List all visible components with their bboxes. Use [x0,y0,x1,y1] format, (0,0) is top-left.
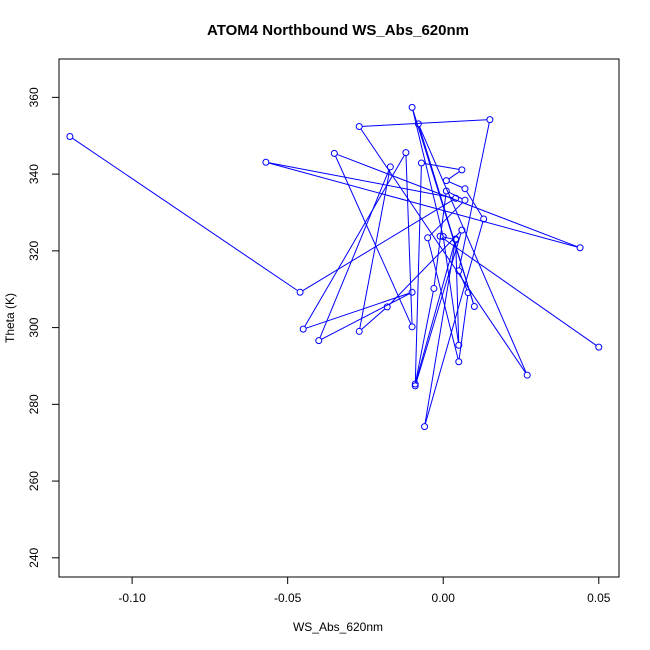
data-point [408,288,416,296]
x-axis-label: WS_Abs_620nm [293,620,383,634]
y-tick-label: 360 [27,87,41,107]
data-point [461,185,469,193]
series-segment [458,122,490,268]
data-point [458,166,466,174]
data-point [299,325,307,333]
series-segment [424,221,484,424]
series-segment [359,169,391,329]
y-axis: 240 260 280 300 320 340 360 [27,87,59,568]
y-tick-label: 340 [27,164,41,184]
data-point [470,302,478,310]
series-points [66,103,603,431]
data-point [421,423,429,431]
data-point [417,159,425,167]
data-point [480,215,488,223]
y-tick-label: 280 [27,394,41,414]
series-segment [415,232,462,384]
series-segment [448,171,460,180]
series-segment [466,190,483,217]
data-point [355,123,363,131]
y-tick-label: 260 [27,471,41,491]
data-point [430,284,438,292]
series-line [72,110,597,424]
series-segment [304,154,405,327]
data-point [439,233,447,241]
series-segment [412,110,474,304]
y-tick-label: 320 [27,241,41,261]
series-segment [455,242,460,343]
series-segment [443,239,459,343]
series-segment [442,237,597,346]
series-segment [268,162,578,248]
series-segment [427,240,459,359]
data-point [262,158,270,166]
data-point [402,149,410,157]
data-point [355,327,363,335]
data-point [461,196,469,204]
data-point [464,289,472,297]
series-segment [458,295,469,359]
data-point [424,234,432,242]
data-point [455,267,463,275]
data-point [442,177,450,185]
data-point [576,244,584,252]
data-point [386,163,394,171]
x-tick-label: 0.05 [587,591,611,605]
data-point [458,226,466,234]
chart-title: ATOM4 Northbound WS_Abs_620nm [207,22,469,39]
series-segment [429,201,464,237]
data-point [408,103,416,111]
series-segment [319,169,390,339]
data-point [414,120,422,128]
series-segment [448,181,463,188]
y-tick-label: 240 [27,547,41,567]
series-segment [305,292,410,329]
data-point [296,288,304,296]
series-segment [412,110,444,234]
data-point [595,343,603,351]
series-segment [361,308,386,330]
series-segment [414,165,422,383]
series-segment [321,293,410,340]
series-segment [419,126,527,373]
series-segment [442,236,453,240]
data-point [330,149,338,157]
series-segment [424,241,456,424]
series-segment [362,119,487,127]
data-point [452,236,460,244]
data-point [452,194,460,202]
data-point [383,303,391,311]
data-point [486,116,494,124]
y-tick-label: 300 [27,317,41,337]
y-axis-label: Theta (K) [3,293,17,343]
series-segment [405,155,413,324]
x-tick-label: -0.10 [118,591,146,605]
plot-area-frame [58,58,620,578]
x-axis: -0.10 -0.05 0.00 0.05 [118,577,611,605]
x-tick-label: 0.00 [432,591,456,605]
data-point [455,358,463,366]
series-segment [415,241,456,382]
series-segment [72,137,298,292]
data-point [436,232,444,240]
data-point [411,382,419,390]
series-segment [388,231,461,306]
data-point [411,380,419,388]
x-tick-label: -0.05 [274,591,302,605]
series-segment [268,162,453,199]
series-segment [459,273,468,291]
data-point [442,187,450,195]
data-point [66,133,74,141]
data-point [523,371,531,379]
data-point [408,323,416,331]
series-segment [302,199,454,292]
data-point [315,337,323,345]
series-segment [415,291,434,382]
data-point [455,341,463,349]
